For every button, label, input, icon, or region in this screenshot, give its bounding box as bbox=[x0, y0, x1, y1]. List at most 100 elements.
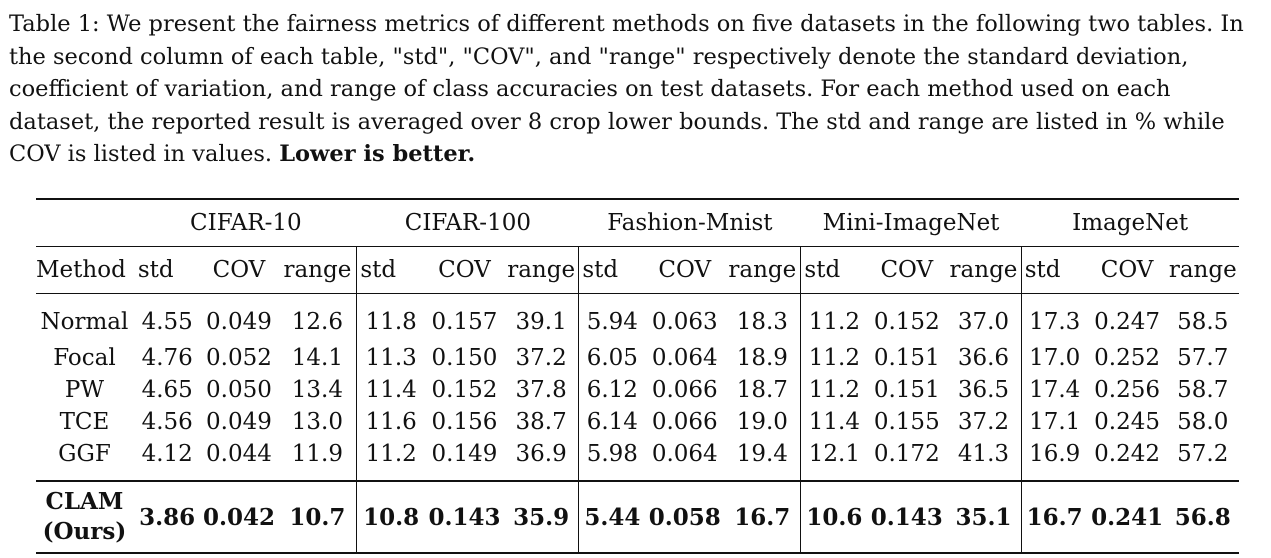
table-cell: 58.7 bbox=[1177, 377, 1229, 403]
table-cell: 11.4 bbox=[800, 406, 868, 438]
table-cell: 5.94 bbox=[578, 293, 646, 342]
table-row: TCE 4.56 0.049 13.0 11.6 0.156 38.7 6.14… bbox=[36, 406, 1239, 438]
table-cell: 58.5 bbox=[1177, 309, 1229, 335]
table-cell: 0.150 bbox=[431, 345, 498, 371]
method-name: Normal bbox=[40, 309, 129, 335]
dataset-header: ImageNet bbox=[1021, 198, 1239, 247]
table-cell: 0.242 bbox=[1094, 441, 1161, 467]
table-cell: 0.152 bbox=[431, 377, 498, 403]
table-cell: 0.066 bbox=[651, 409, 718, 435]
table-cell: 3.86 bbox=[134, 480, 200, 554]
table-cell: 0.247 bbox=[1094, 309, 1161, 335]
table-cell: 36.9 bbox=[515, 441, 567, 467]
table-cell: 18.3 bbox=[736, 309, 788, 335]
table-cell: 19.4 bbox=[736, 441, 788, 467]
caption-emphasis: Lower is better. bbox=[279, 141, 476, 167]
table-cell: 0.052 bbox=[206, 345, 272, 371]
method-name: TCE bbox=[59, 409, 110, 435]
table-cell: 0.149 bbox=[431, 441, 498, 467]
metric-header-row: Method std COV range std COV range std C… bbox=[36, 246, 1239, 294]
ours-name: CLAM bbox=[45, 488, 124, 515]
table-cell: 6.05 bbox=[578, 342, 646, 374]
table-cell: 10.7 bbox=[278, 480, 357, 554]
table-cell: 0.066 bbox=[651, 377, 718, 403]
table-cell: 11.2 bbox=[356, 438, 426, 481]
fairness-table: CIFAR-10 CIFAR-100 Fashion-Mnist Mini-Im… bbox=[36, 198, 1239, 554]
table-cell: 0.050 bbox=[206, 377, 272, 403]
table-cell: 57.7 bbox=[1177, 345, 1229, 371]
table-cell: 4.76 bbox=[141, 345, 193, 371]
metric-header: range bbox=[946, 246, 1022, 294]
table-cell: 38.7 bbox=[515, 409, 567, 435]
table-cell: 10.8 bbox=[356, 480, 426, 554]
dataset-header: Mini-ImageNet bbox=[800, 198, 1022, 247]
table-row: PW 4.65 0.050 13.4 11.4 0.152 37.8 6.12 … bbox=[36, 374, 1239, 406]
empty-corner bbox=[36, 198, 135, 247]
metric-header: std bbox=[1020, 246, 1088, 294]
method-name: PW bbox=[64, 377, 104, 403]
table-cell: 11.2 bbox=[800, 374, 868, 406]
table-cell: 13.4 bbox=[291, 377, 343, 403]
table-cell: 5.44 bbox=[578, 480, 646, 554]
metric-header: COV bbox=[645, 246, 725, 294]
metric-header: std bbox=[356, 246, 426, 294]
table-cell: 56.8 bbox=[1166, 480, 1239, 554]
table-caption: Table 1: We present the fairness metrics… bbox=[9, 8, 1264, 171]
method-header: Method bbox=[36, 246, 135, 294]
table-cell: 16.7 bbox=[1020, 480, 1088, 554]
table-cell: 58.0 bbox=[1177, 409, 1229, 435]
table-cell: 0.064 bbox=[651, 441, 718, 467]
table-cell: 11.8 bbox=[356, 293, 426, 342]
table-cell: 0.256 bbox=[1094, 377, 1161, 403]
table-cell: 0.245 bbox=[1094, 409, 1161, 435]
table-cell: 11.9 bbox=[291, 441, 343, 467]
table-cell: 4.65 bbox=[141, 377, 193, 403]
table-cell: 4.56 bbox=[141, 409, 193, 435]
dataset-header-row: CIFAR-10 CIFAR-100 Fashion-Mnist Mini-Im… bbox=[36, 198, 1239, 247]
caption-text: Table 1: We present the fairness metrics… bbox=[9, 11, 1244, 167]
metric-header: COV bbox=[867, 246, 947, 294]
table-cell: 17.4 bbox=[1020, 374, 1088, 406]
table-cell: 57.2 bbox=[1177, 441, 1229, 467]
dataset-header: CIFAR-10 bbox=[134, 198, 357, 247]
table-cell: 12.6 bbox=[291, 309, 343, 335]
table-cell: 0.143 bbox=[425, 480, 504, 554]
table-cell: 36.5 bbox=[957, 377, 1010, 403]
method-name: GGF bbox=[58, 441, 111, 467]
table-cell: 41.3 bbox=[957, 441, 1010, 467]
table-cell: 0.157 bbox=[431, 309, 498, 335]
table-row: GGF 4.12 0.044 11.9 11.2 0.149 36.9 5.98… bbox=[36, 438, 1239, 481]
table-cell: 0.044 bbox=[206, 441, 272, 467]
table-cell: 14.1 bbox=[291, 345, 343, 371]
table-cell: 35.9 bbox=[503, 480, 579, 554]
table-cell: 37.8 bbox=[515, 377, 567, 403]
table-row: Focal 4.76 0.052 14.1 11.3 0.150 37.2 6.… bbox=[36, 342, 1239, 374]
table-cell: 11.2 bbox=[800, 342, 868, 374]
ours-tag: (Ours) bbox=[42, 518, 127, 545]
table-cell: 0.143 bbox=[867, 480, 947, 554]
table-cell: 11.4 bbox=[356, 374, 426, 406]
table-cell: 13.0 bbox=[291, 409, 343, 435]
table-cell: 18.7 bbox=[736, 377, 788, 403]
table-cell: 0.172 bbox=[873, 441, 940, 467]
metric-header: range bbox=[278, 246, 357, 294]
table-cell: 16.9 bbox=[1020, 438, 1088, 481]
table-cell: 4.55 bbox=[141, 309, 193, 335]
method-name: Focal bbox=[53, 345, 116, 371]
metric-header: range bbox=[503, 246, 579, 294]
table-cell: 0.058 bbox=[645, 480, 725, 554]
table-cell: 0.151 bbox=[873, 345, 940, 371]
metric-header: range bbox=[1166, 246, 1239, 294]
table-cell: 17.1 bbox=[1020, 406, 1088, 438]
table-cell: 6.14 bbox=[578, 406, 646, 438]
method-name-ours: CLAM (Ours) bbox=[36, 480, 135, 554]
metric-header: COV bbox=[1087, 246, 1167, 294]
table-cell: 0.042 bbox=[199, 480, 279, 554]
table-cell: 0.049 bbox=[206, 309, 272, 335]
dataset-header: CIFAR-100 bbox=[356, 198, 579, 247]
table-cell: 0.155 bbox=[873, 409, 940, 435]
table-cell: 36.6 bbox=[957, 345, 1010, 371]
metric-header: std bbox=[578, 246, 646, 294]
table-cell: 6.12 bbox=[578, 374, 646, 406]
table-cell: 5.98 bbox=[578, 438, 646, 481]
